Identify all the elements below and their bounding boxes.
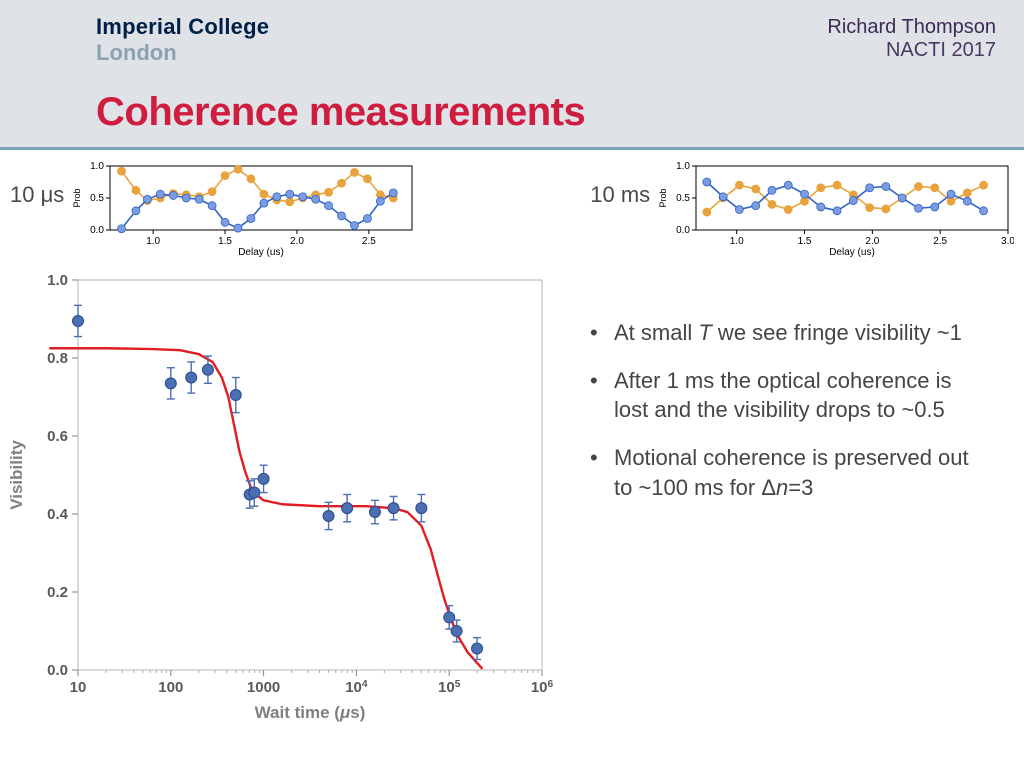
mini-panel-right: 10 ms 0.0 0.5 1.0 1.0 1.5 2.0 2.5 3.0 Prob Delay … xyxy=(590,158,1014,258)
bullet-item: After 1 ms the optical coherence is lost… xyxy=(590,366,990,425)
svg-text:1000: 1000 xyxy=(247,679,280,696)
slide-header: Imperial College London Richard Thompson… xyxy=(0,0,1024,150)
svg-text:2.0: 2.0 xyxy=(866,236,880,247)
svg-text:Delay (us): Delay (us) xyxy=(829,247,875,258)
svg-text:2.5: 2.5 xyxy=(933,236,947,247)
bullet-item: Motional coherence is preserved out to ~… xyxy=(590,443,990,502)
svg-text:0.0: 0.0 xyxy=(47,662,68,679)
bottom-row: 0.0 0.2 0.4 0.6 0.8 1.0 10 100 1000 104 105 106 Visi… xyxy=(0,262,1024,737)
svg-text:2.5: 2.5 xyxy=(362,236,376,247)
top-charts-row: 10 μs 0.0 0.5 1.0 1.0 1.5 2.0 2.5 Prob Delay (us… xyxy=(0,158,1024,258)
svg-text:1.0: 1.0 xyxy=(676,161,690,172)
svg-text:3.0: 3.0 xyxy=(1001,236,1014,247)
mini-label-left: 10 μs xyxy=(10,158,68,208)
slide-title: Coherence measurements xyxy=(96,90,585,135)
svg-text:Delay (us): Delay (us) xyxy=(238,247,284,258)
author-name: Richard Thompson xyxy=(827,16,996,39)
svg-text:100: 100 xyxy=(158,679,183,696)
visibility-vs-wait-chart: 0.0 0.2 0.4 0.6 0.8 1.0 10 100 1000 104 105 106 Visi… xyxy=(0,262,560,732)
svg-text:1.5: 1.5 xyxy=(218,236,232,247)
svg-text:0.0: 0.0 xyxy=(90,225,104,236)
svg-text:0.8: 0.8 xyxy=(47,350,68,367)
svg-text:1.0: 1.0 xyxy=(90,161,104,172)
svg-text:1.5: 1.5 xyxy=(798,236,812,247)
svg-text:2.0: 2.0 xyxy=(290,236,304,247)
svg-text:10: 10 xyxy=(70,679,87,696)
svg-text:104: 104 xyxy=(345,679,368,697)
svg-text:105: 105 xyxy=(438,679,461,697)
author-block: Richard Thompson NACTI 2017 xyxy=(827,16,996,62)
svg-text:1.0: 1.0 xyxy=(146,236,160,247)
svg-text:0.0: 0.0 xyxy=(676,225,690,236)
svg-text:Visibility: Visibility xyxy=(7,440,26,510)
bullet-item: At small T we see fringe visibility ~1 xyxy=(590,318,990,348)
mini-label-right: 10 ms xyxy=(590,158,654,208)
main-chart-wrap: 0.0 0.2 0.4 0.6 0.8 1.0 10 100 1000 104 105 106 Visi… xyxy=(0,262,560,737)
svg-text:0.6: 0.6 xyxy=(47,428,68,445)
fringe-chart-10ms: 0.0 0.5 1.0 1.0 1.5 2.0 2.5 3.0 Prob Delay (us) xyxy=(654,158,1014,258)
svg-text:0.2: 0.2 xyxy=(47,584,68,601)
svg-text:0.4: 0.4 xyxy=(47,506,69,523)
conference-name: NACTI 2017 xyxy=(827,39,996,62)
svg-text:Wait time (μs): Wait time (μs) xyxy=(255,703,366,722)
svg-text:1.0: 1.0 xyxy=(47,272,68,289)
svg-text:1.0: 1.0 xyxy=(730,236,744,247)
svg-text:0.5: 0.5 xyxy=(90,193,104,204)
bullet-list: At small T we see fringe visibility ~1 Af… xyxy=(560,262,990,737)
svg-text:106: 106 xyxy=(531,679,554,697)
svg-text:Prob: Prob xyxy=(72,188,82,207)
fringe-chart-10us: 0.0 0.5 1.0 1.0 1.5 2.0 2.5 Prob Delay (us) xyxy=(68,158,418,258)
svg-text:0.5: 0.5 xyxy=(676,193,690,204)
institution-logo: Imperial College London xyxy=(96,14,269,66)
mini-panel-left: 10 μs 0.0 0.5 1.0 1.0 1.5 2.0 2.5 Prob Delay (us… xyxy=(10,158,418,258)
logo-line-2: London xyxy=(96,40,269,66)
logo-line-1: Imperial College xyxy=(96,14,269,40)
svg-text:Prob: Prob xyxy=(658,188,668,207)
